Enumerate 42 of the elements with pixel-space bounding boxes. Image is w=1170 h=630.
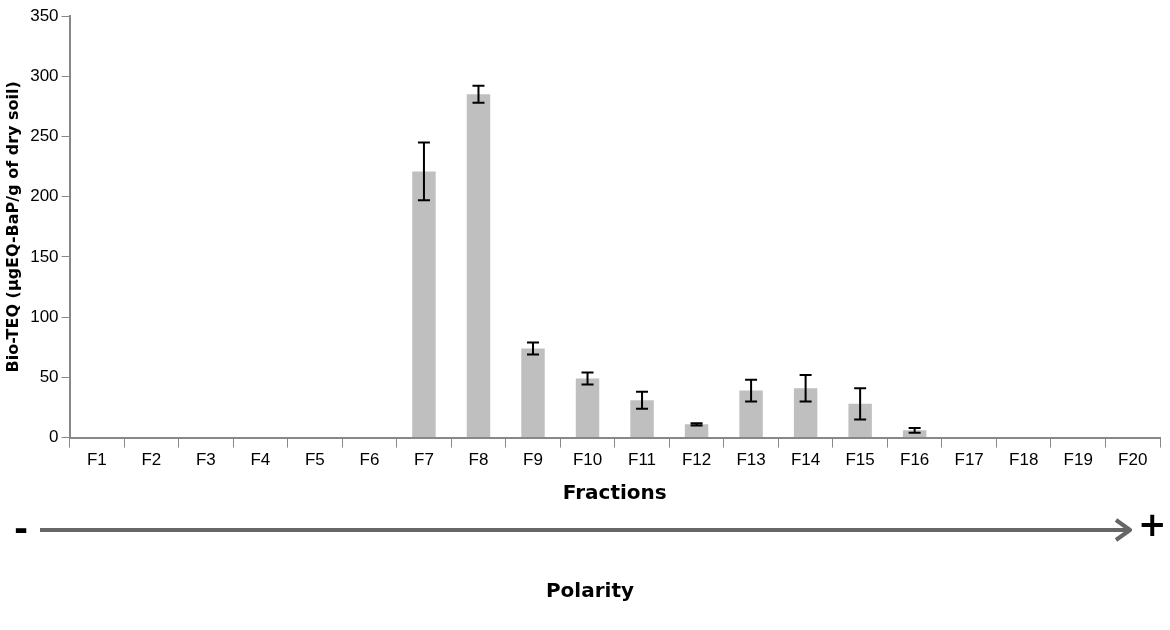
bar [684, 424, 709, 438]
bar [412, 171, 436, 438]
x-tick-label: F16 [900, 450, 930, 470]
y-tick-label: 350 [30, 5, 59, 25]
y-tick-label: 200 [30, 186, 59, 206]
y-tick-label: 150 [30, 246, 59, 266]
bar [521, 348, 545, 438]
x-tick-label: F11 [628, 450, 657, 470]
y-tick-label: 100 [30, 306, 59, 326]
x-tick-label: F13 [736, 450, 766, 470]
x-tick-label: F6 [359, 450, 380, 470]
y-tick-label: 0 [49, 427, 59, 447]
bar [630, 400, 654, 438]
text: Polarity [545, 578, 635, 602]
x-tick-label: F7 [414, 450, 434, 470]
x-tick-label: F14 [790, 450, 821, 470]
bar [793, 388, 818, 438]
x-tick-label: F3 [195, 450, 216, 470]
y-tick-label: 300 [30, 65, 59, 85]
x-tick-label: F5 [304, 450, 325, 470]
x-tick-label: F9 [523, 450, 543, 470]
y-tick-label: 50 [39, 367, 59, 387]
x-tick-label: F18 [1009, 450, 1039, 470]
y-tick-label: 250 [30, 126, 59, 146]
x-tick-label: F1 [86, 450, 107, 470]
x-tick-label: F8 [468, 450, 489, 470]
x-tick-label: F17 [954, 450, 984, 470]
bar [739, 390, 763, 438]
bar [575, 378, 600, 438]
x-tick-label: F15 [845, 450, 875, 470]
x-axis-title: Fractions [562, 480, 667, 505]
bar [466, 94, 491, 438]
text: + [1138, 504, 1167, 544]
x-tick-label: F4 [250, 450, 271, 470]
text: - [14, 508, 29, 548]
y-axis-title: Bio-TEQ (µgEQ-BaP/g of dry soil) [2, 81, 22, 373]
x-tick-label: F10 [572, 450, 603, 470]
bar [848, 403, 872, 438]
x-tick-label: F19 [1063, 450, 1093, 470]
x-tick-label: F12 [681, 450, 712, 470]
x-tick-label: F2 [141, 450, 162, 470]
x-tick-label: F20 [1118, 450, 1148, 470]
